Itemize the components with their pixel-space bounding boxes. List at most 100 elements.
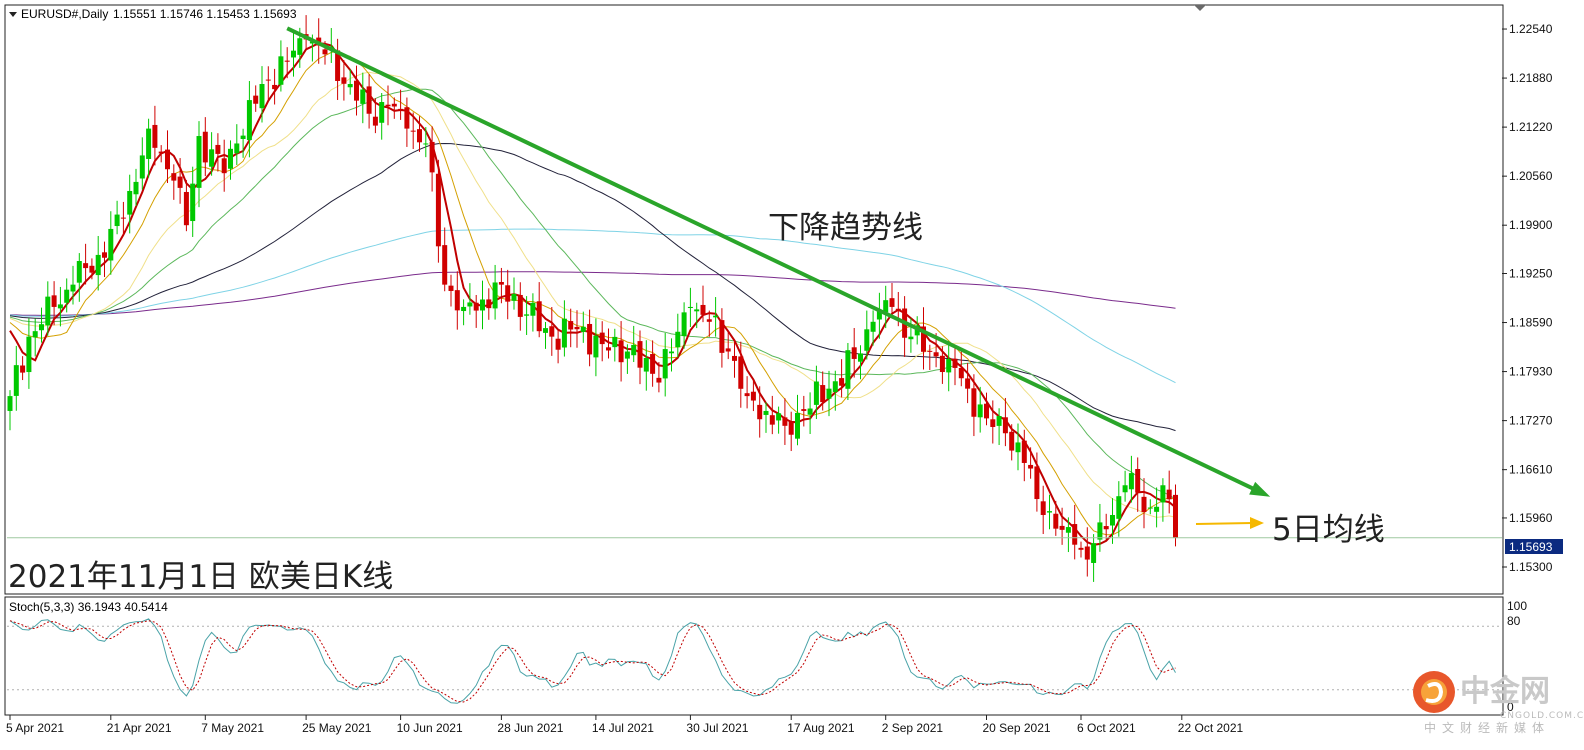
candle-body [398, 108, 404, 110]
candle-body [335, 50, 341, 81]
candle-body [927, 350, 933, 352]
candle-body [1110, 514, 1115, 526]
candle-body [26, 336, 32, 373]
y-tick-label: 1.21880 [1509, 71, 1553, 85]
candle-body [95, 254, 101, 276]
candle-body [643, 358, 649, 372]
x-tick-label: 28 Jun 2021 [497, 721, 563, 735]
candle-body [1160, 485, 1166, 503]
candle-body [1122, 485, 1128, 493]
candle-body [410, 130, 416, 132]
x-tick-label: 5 Apr 2021 [6, 721, 64, 735]
y-tick-label: 1.18590 [1509, 316, 1553, 330]
x-tick-label: 25 May 2021 [302, 721, 372, 735]
candle-body [1173, 494, 1178, 539]
panel-arrow-icon[interactable] [1194, 5, 1206, 11]
candle-body [108, 228, 114, 261]
stoch-label: Stoch(5,3,3) 36.1943 40.5414 [9, 600, 168, 614]
y-tick-label: 1.19250 [1509, 266, 1553, 280]
candle-body [549, 326, 555, 337]
candle-body [240, 135, 246, 140]
trendline-layer [286, 26, 1271, 529]
y-tick-label: 1.17930 [1509, 365, 1553, 379]
ma-line [9, 88, 1176, 500]
candles [7, 15, 1178, 582]
candle-body [719, 320, 725, 353]
candle-body [750, 391, 756, 401]
candle-body [171, 173, 177, 181]
candle-body [599, 332, 605, 345]
stochastic-lines [7, 618, 1502, 704]
symbol-label: EURUSD#,Daily [21, 7, 108, 21]
candle-body [196, 136, 202, 188]
candle-body [561, 318, 567, 348]
watermark-site: CNGOLD.COM.CN [1500, 711, 1584, 721]
stoch-level-100: 100 [1507, 599, 1527, 613]
y-axis: 1.22540 1.21880 1.21220 1.20560 1.19900 1.192… [7, 22, 1553, 574]
candle-body [675, 331, 681, 348]
candle-body [555, 338, 561, 350]
candle-body [1103, 526, 1109, 530]
candle-body [763, 410, 769, 415]
y-tick-label: 1.15960 [1509, 511, 1553, 525]
candle-body [341, 77, 347, 84]
candle-body [51, 295, 57, 307]
candle-body [757, 404, 763, 420]
candle-body [120, 217, 126, 219]
dropdown-triangle-icon[interactable] [9, 12, 17, 17]
candle-body [190, 183, 196, 222]
candle-body [1047, 511, 1052, 513]
candle-body [209, 149, 215, 167]
candle-body [908, 336, 914, 340]
candle-body [372, 116, 378, 126]
x-tick-label: 17 Aug 2021 [787, 721, 855, 735]
candle-body [1091, 543, 1097, 563]
y-tick-label: 1.17270 [1509, 414, 1553, 428]
y-tick-label: 1.19900 [1509, 218, 1553, 232]
candle-body [971, 388, 977, 417]
candle-body [1021, 440, 1027, 463]
candle-body [379, 102, 385, 123]
candle-body [64, 289, 70, 303]
candle-body [656, 377, 662, 383]
candle-body [297, 38, 303, 55]
y-tick-label: 1.21220 [1509, 120, 1553, 134]
candle-body [360, 89, 366, 104]
candle-body [385, 104, 391, 107]
stoch-d-line [9, 620, 1176, 703]
candle-body [669, 351, 674, 354]
candle-body [889, 298, 895, 307]
candle-body [732, 355, 737, 361]
candle-body [839, 378, 845, 386]
candle-body [20, 365, 26, 373]
candle-body [45, 296, 51, 326]
ma-line [9, 228, 1176, 384]
candle-body [1002, 417, 1008, 434]
candle-body [272, 84, 278, 90]
candle-body [883, 300, 889, 313]
candle-body [234, 143, 240, 154]
trendline-annotation: 下降趋势线 [768, 210, 923, 246]
candle-body [133, 181, 139, 195]
y-tick-label: 1.22540 [1509, 22, 1553, 36]
candle-body [498, 282, 504, 285]
candle-body [246, 100, 252, 141]
candle-body [946, 358, 952, 373]
candle-body [700, 304, 706, 315]
candle-body [637, 341, 643, 368]
candle-body [580, 326, 586, 332]
candle-body [1034, 466, 1040, 500]
candle-body [662, 349, 668, 379]
candle-body [990, 419, 996, 427]
candle-body [253, 95, 259, 104]
candle-body [473, 302, 479, 311]
candle-body [543, 328, 548, 333]
candle-body [1053, 513, 1059, 529]
candle-body [1040, 501, 1046, 515]
candle-body [593, 335, 599, 358]
candle-body [83, 263, 89, 269]
stoch-panel-frame [4, 596, 1504, 716]
candle-body [851, 347, 857, 359]
candle-body [7, 396, 13, 411]
candle-body [845, 350, 851, 389]
